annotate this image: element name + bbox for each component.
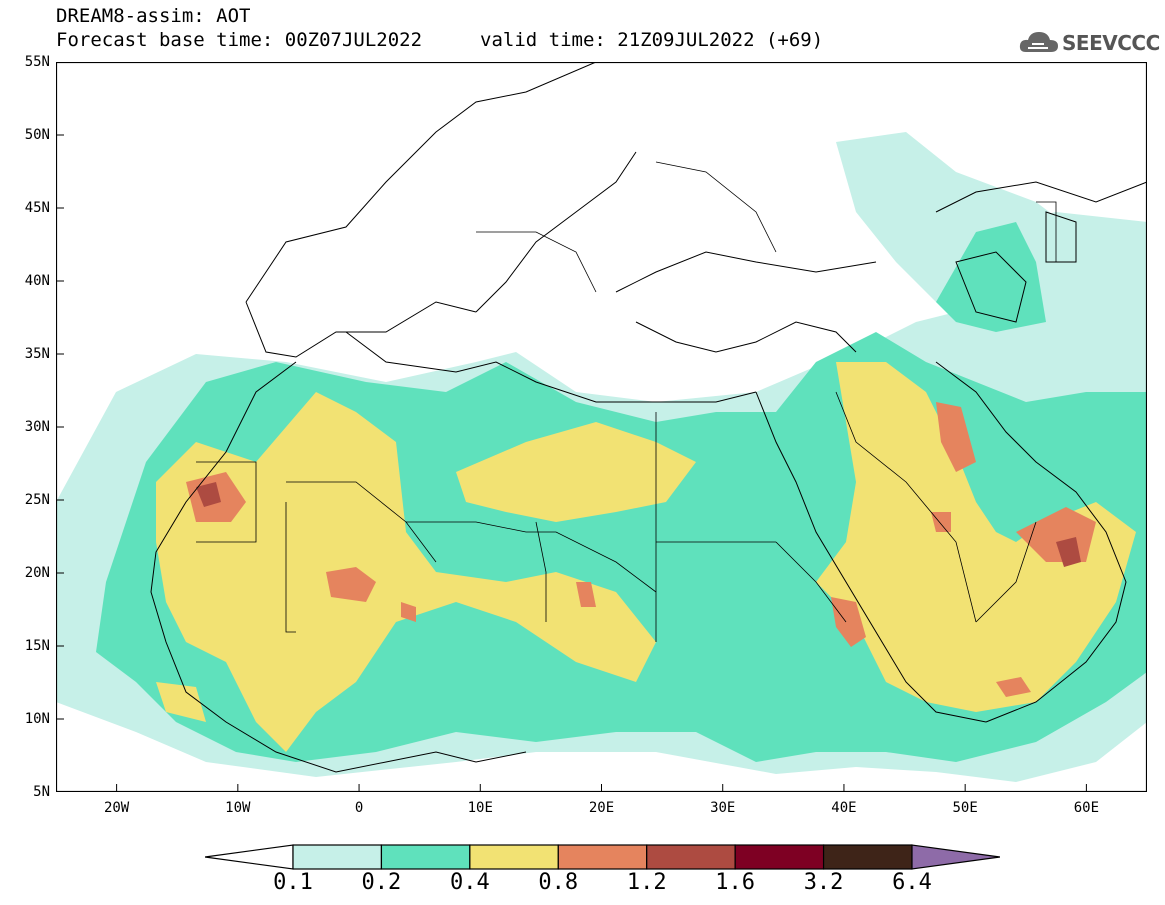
lon-label: 40E [831, 800, 857, 816]
aot-map [56, 62, 1147, 792]
colorbar-box [822, 844, 913, 870]
lon-label: 0 [354, 800, 364, 816]
map-ticks [56, 62, 1147, 792]
colorbar-label: 1.6 [715, 870, 756, 895]
cloud-icon [1019, 32, 1058, 52]
colorbar-label: 0.1 [273, 870, 313, 895]
colorbar-label: 6.4 [892, 870, 932, 895]
colorbar-box [469, 844, 559, 870]
colorbar-label: 1.2 [626, 870, 667, 895]
lon-label: 20E [588, 800, 615, 816]
lat-label: 25N [24, 492, 50, 508]
aot-level-1.2-1.6 [196, 482, 1081, 567]
colorbar-box [557, 844, 648, 870]
lon-label: 30E [710, 800, 736, 816]
colorbar-label: 3.2 [803, 870, 844, 895]
chart-title: DREAM8-assim: AOT [56, 5, 251, 27]
forecast-base-time: Forecast base time: 00Z07JUL2022 [56, 29, 423, 51]
colorbar-low-arrow [205, 844, 294, 870]
colorbar-box [646, 844, 736, 870]
colorbar-box [380, 844, 471, 870]
colorbar-box [292, 844, 383, 870]
lat-label: 30N [24, 419, 50, 435]
lon-label: 50E [952, 800, 978, 816]
lat-label: 15N [24, 638, 50, 654]
colorbar-high-arrow [911, 844, 1000, 870]
coastlines [150, 62, 1147, 773]
lon-label: 20W [103, 800, 130, 816]
seevccc-logo: SEEVCCC [1018, 28, 1160, 58]
lat-label: 5N [33, 784, 50, 800]
lat-label: 40N [24, 273, 50, 289]
logo-text: SEEVCCC [1062, 31, 1160, 55]
lat-label: 35N [24, 346, 50, 362]
lon-label: 10W [225, 800, 251, 816]
lat-label: 45N [24, 200, 50, 216]
lon-label: 10E [467, 800, 493, 816]
valid-time: valid time: 21Z09JUL2022 (+69) [480, 29, 824, 51]
lat-label: 50N [24, 127, 50, 143]
colorbar-box [734, 844, 825, 870]
colorbar-label: 0.8 [538, 870, 579, 895]
aot-level-0.4-0.8 [156, 362, 1136, 752]
colorbar [205, 844, 1000, 870]
colorbar-label: 0.2 [361, 870, 402, 895]
colorbar-label: 0.4 [449, 870, 490, 895]
lat-label: 55N [24, 54, 50, 70]
country-borders [196, 161, 1057, 642]
lat-label: 20N [24, 565, 50, 581]
lon-label: 60E [1073, 800, 1100, 816]
aot-level-0.8-1.2 [186, 402, 1096, 697]
lat-label: 10N [24, 711, 50, 727]
